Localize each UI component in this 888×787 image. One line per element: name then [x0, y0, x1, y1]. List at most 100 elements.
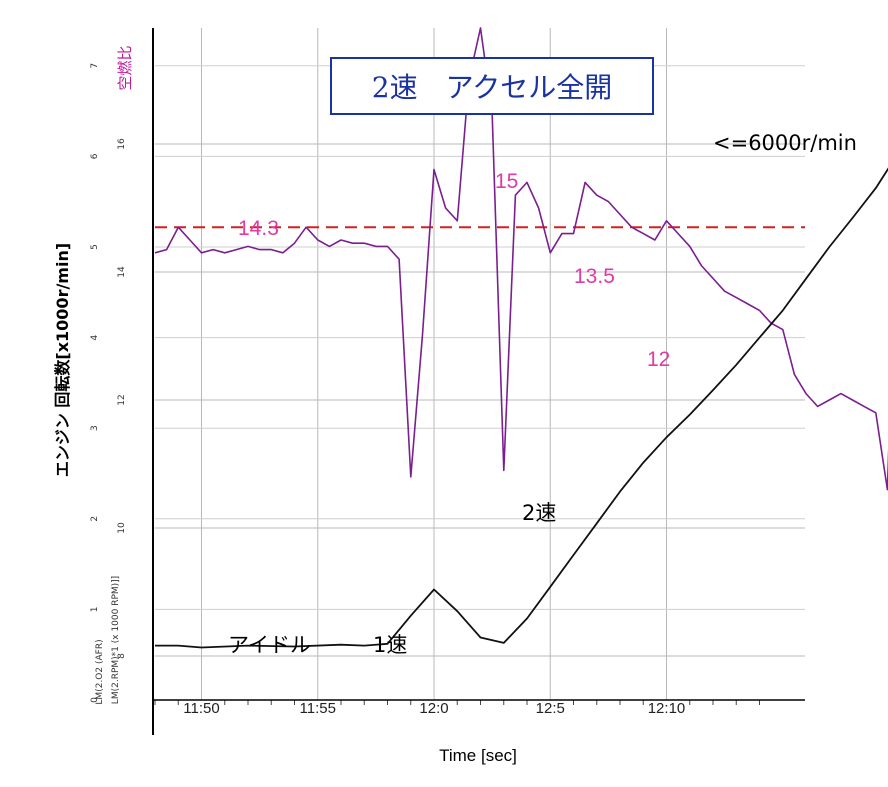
afr-point [456, 220, 458, 222]
rpm-axis-ticks: 0 1 2 3 4 5 6 7 [90, 63, 100, 703]
afr-point [329, 246, 331, 248]
rpm-point [596, 523, 598, 525]
afr-point [445, 207, 447, 209]
series-afr-line [154, 27, 888, 491]
afr-point [840, 393, 842, 395]
afr-point [619, 214, 621, 216]
afr-point [735, 297, 737, 299]
afr-point [201, 252, 203, 254]
afr-point [236, 249, 238, 251]
afr-point [584, 182, 586, 184]
x-tick-label: 12:0 [419, 700, 448, 717]
annotation-13-5: 13.5 [574, 265, 615, 288]
afr-point [189, 239, 191, 241]
rpm-point [759, 337, 761, 339]
afr-point [852, 399, 854, 401]
rpm-point [177, 645, 179, 647]
afr-point [666, 220, 668, 222]
afr-point [794, 374, 796, 376]
rpm-tick-label: 2 [90, 516, 100, 522]
afr-point [863, 406, 865, 408]
rpm-tick-label: 0 [90, 697, 100, 703]
afr-point [363, 242, 365, 244]
x-tick-label: 12:10 [648, 700, 686, 717]
x-tick-label: 12:5 [536, 700, 565, 717]
rpm-point [456, 610, 458, 612]
chart-title: 2速 アクセル全開 [372, 71, 612, 104]
rpm-tick-label: 5 [90, 244, 100, 250]
rpm-point [340, 644, 342, 646]
rpm-tick-label: 7 [90, 63, 100, 69]
afr-point [480, 27, 482, 29]
afr-tick-label: 16 [117, 138, 127, 150]
rpm-tick-label: 4 [90, 334, 100, 340]
channel-label-rpm: LM(2.RPM)*1 (x 1000 RPM)]] [111, 576, 121, 704]
rpm-point [363, 645, 365, 647]
rpm-point [549, 586, 551, 588]
y-axis-label-rpm: エンジン 回転数[x1000r/min] [53, 243, 72, 477]
afr-point [642, 233, 644, 235]
rpm-point [573, 554, 575, 556]
rpm-point [410, 615, 412, 617]
rpm-point [480, 637, 482, 639]
afr-point [294, 242, 296, 244]
afr-point [875, 412, 877, 414]
afr-point [782, 329, 784, 331]
channel-label-afr: LM(2.O2 (AFR) [95, 639, 105, 704]
afr-point [270, 249, 272, 251]
rpm-tick-label: 1 [90, 607, 100, 613]
x-tick-label: 11:55 [300, 700, 336, 717]
afr-point [747, 303, 749, 305]
rpm-point [712, 389, 714, 391]
afr-point [375, 246, 377, 248]
afr-point [526, 182, 528, 184]
afr-point [166, 249, 168, 251]
annotation-15: 15 [495, 170, 518, 193]
afr-point [212, 249, 214, 251]
afr-point [305, 226, 307, 228]
rpm-tick-label: 3 [90, 425, 100, 431]
afr-point [828, 399, 830, 401]
afr-point [422, 335, 424, 337]
annotation-2nd-gear: 2速 [522, 501, 556, 525]
afr-point [712, 278, 714, 280]
rpm-point [642, 462, 644, 464]
afr-point [596, 194, 598, 196]
afr-point [677, 233, 679, 235]
plot-area [155, 28, 805, 700]
afr-point [317, 239, 319, 241]
afr-point [387, 246, 389, 248]
afr-point [398, 258, 400, 260]
annotation-1st-gear: 1速 [373, 633, 407, 657]
afr-point [654, 239, 656, 241]
rpm-point [689, 414, 691, 416]
x-axis-label: Time [sec] [439, 746, 517, 765]
afr-point [770, 322, 772, 324]
afr-point [817, 406, 819, 408]
rpm-point [782, 310, 784, 312]
afr-tick-label: 14 [117, 266, 127, 278]
afr-point [759, 310, 761, 312]
afr-tick-label: 12 [117, 394, 127, 405]
afr-point [154, 252, 156, 254]
afr-point [689, 246, 691, 248]
rpm-tick-label: 6 [90, 153, 100, 159]
rpm-point [875, 187, 877, 189]
afr-point [631, 226, 633, 228]
rpm-point [619, 491, 621, 493]
afr-point [538, 207, 540, 209]
afr-point [515, 194, 517, 196]
afr-point [224, 252, 226, 254]
afr-point [352, 242, 354, 244]
rpm-point [828, 246, 830, 248]
afr-tick-label: 8 [117, 653, 127, 659]
afr-axis-ticks: 8 10 12 14 16 [117, 138, 127, 659]
rpm-point [201, 647, 203, 649]
rpm-point [666, 436, 668, 438]
afr-point [724, 290, 726, 292]
afr-point [433, 169, 435, 171]
series-rpm-line [155, 167, 888, 649]
annotation-14-3: 14.3 [238, 217, 279, 240]
afr-point [503, 470, 505, 472]
